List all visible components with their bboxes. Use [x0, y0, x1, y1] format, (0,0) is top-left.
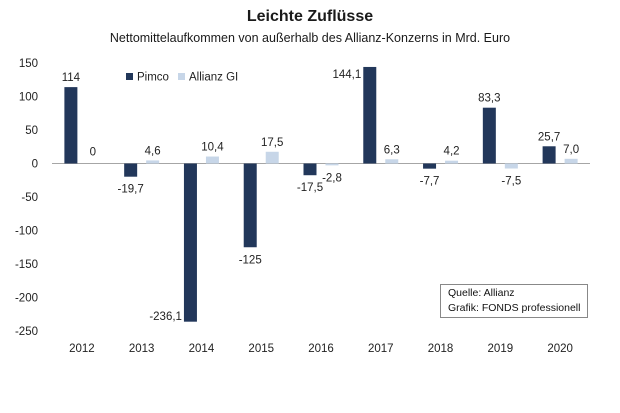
data-label: -236,1: [149, 311, 182, 323]
bar: [205, 156, 219, 164]
chart-subtitle: Nettomittelaufkommen von außerhalb des A…: [109, 31, 511, 45]
bar: [265, 151, 279, 164]
bar: [325, 163, 339, 166]
data-label: -125: [239, 254, 262, 266]
data-label: 114: [62, 72, 81, 84]
bar: [385, 159, 399, 164]
chart-title: Leichte Zuflüsse: [246, 8, 374, 25]
credit-line: Grafik: FONDS professionell: [448, 302, 581, 314]
bar: [564, 158, 578, 164]
y-tick-label: -150: [15, 259, 38, 271]
bar: [124, 163, 138, 177]
data-label: 25,7: [538, 131, 560, 143]
bar: [445, 160, 459, 164]
legend-swatch: [178, 73, 185, 80]
x-tick-label: 2019: [488, 343, 514, 355]
y-tick-label: 150: [19, 58, 38, 70]
bar: [423, 163, 437, 169]
x-tick-label: 2020: [547, 343, 573, 355]
y-tick-label: 50: [25, 125, 38, 137]
y-tick-label: 100: [19, 92, 38, 104]
legend-swatch: [126, 73, 133, 80]
x-tick-label: 2015: [248, 343, 274, 355]
bar: [243, 163, 257, 248]
bar: [303, 163, 317, 176]
data-label: 10,4: [201, 142, 224, 154]
bar: [363, 66, 377, 164]
legend-label: Pimco: [137, 72, 169, 84]
data-label: -7,7: [420, 176, 440, 188]
data-label: 7,0: [563, 144, 579, 156]
x-tick-label: 2018: [428, 343, 454, 355]
source-box: Quelle: Allianz Grafik: FONDS profession…: [440, 284, 588, 318]
bar: [146, 160, 160, 164]
data-label: 4,6: [145, 145, 161, 157]
x-tick-label: 2014: [189, 343, 215, 355]
source-line: Quelle: Allianz: [448, 287, 515, 299]
data-label: -19,7: [118, 184, 144, 196]
x-tick-label: 2012: [69, 343, 95, 355]
bar: [542, 146, 556, 164]
data-label: 144,1: [332, 69, 361, 81]
y-tick-label: 0: [32, 159, 38, 171]
y-tick-label: -100: [15, 226, 38, 238]
data-label: 17,5: [261, 137, 283, 149]
bar: [64, 87, 78, 164]
x-tick-label: 2016: [308, 343, 334, 355]
x-tick-label: 2013: [129, 343, 155, 355]
data-label: -2,8: [322, 172, 342, 184]
x-tick-label: 2017: [368, 343, 394, 355]
data-label: 6,3: [384, 144, 400, 156]
y-tick-label: -50: [21, 192, 38, 204]
data-label: 4,2: [444, 146, 460, 158]
data-label: -7,5: [501, 176, 521, 188]
data-label: 83,3: [478, 93, 500, 105]
y-tick-label: -200: [15, 293, 38, 305]
data-label: 0: [90, 147, 96, 159]
bar: [482, 107, 496, 164]
y-tick-label: -250: [15, 326, 38, 338]
bar: [504, 163, 518, 169]
data-label: -17,5: [297, 182, 323, 194]
bar: [183, 163, 197, 322]
legend-label: Allianz GI: [189, 72, 238, 84]
